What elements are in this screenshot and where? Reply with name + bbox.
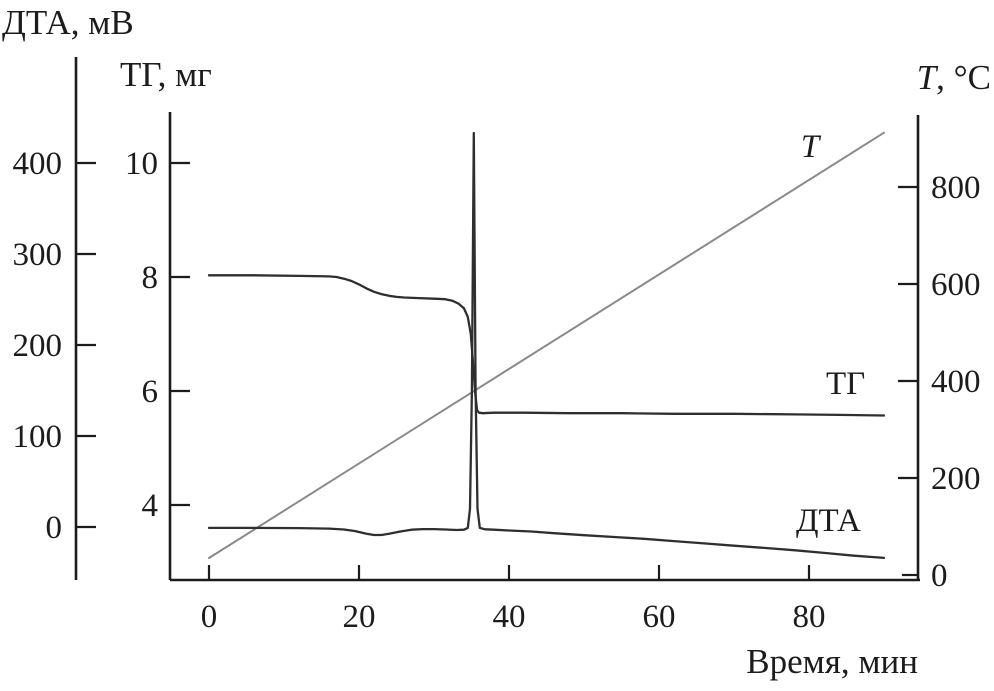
temperature-units: , °C: [936, 58, 991, 97]
temperature-symbol: T: [917, 58, 939, 97]
x-tick-label: 60: [643, 599, 676, 635]
tg-curve: [207, 274, 886, 417]
x-tick-label: 20: [343, 599, 376, 635]
dta-curve-label: ДТА: [796, 503, 861, 539]
dta-tick-label: 200: [13, 328, 63, 364]
temperature-tick-label: 200: [931, 461, 981, 497]
temperature-axis-title: T, °C: [917, 58, 991, 97]
tg-curve-label: ТГ: [826, 366, 865, 402]
dta-tick-label: 100: [13, 419, 63, 455]
tg-tick-label: 8: [142, 260, 159, 296]
tg-tick-label: 6: [142, 374, 159, 410]
tg-tick-label: 4: [142, 488, 159, 524]
x-tick-label: 80: [793, 599, 826, 635]
temperature-curve: [208, 131, 885, 559]
dta-tick-label: 300: [13, 237, 63, 273]
tg-tick-label: 10: [125, 146, 158, 182]
temperature-tick-label: 400: [931, 364, 981, 400]
temperature-tick-label: 0: [931, 558, 948, 594]
temperature-tick-label: 800: [931, 170, 981, 206]
tg-axis-title: ТГ, мг: [120, 55, 212, 94]
dta-tick-label: 400: [13, 146, 63, 182]
x-axis-title: Время, мин: [746, 642, 918, 681]
temperature-tick-label: 600: [931, 267, 981, 303]
dta-curve: [207, 131, 886, 560]
temperature-curve-label: T: [801, 129, 822, 165]
x-tick-label: 0: [201, 599, 218, 635]
x-tick-label: 40: [493, 599, 526, 635]
dta-axis-title: ДТА, мВ: [2, 3, 134, 42]
dta-tick-label: 0: [46, 510, 63, 546]
